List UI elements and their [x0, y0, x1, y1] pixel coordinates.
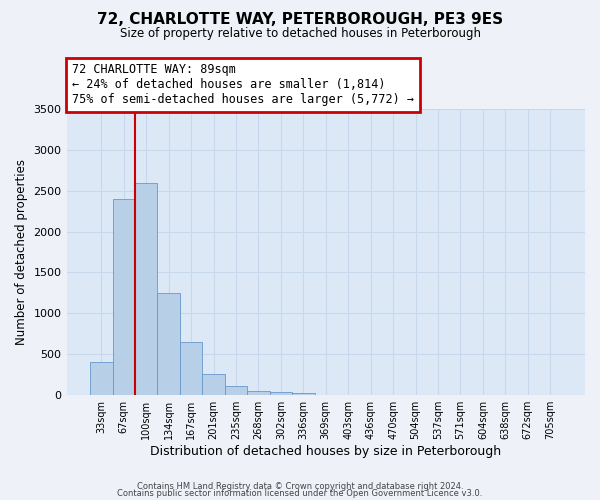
Text: 72, CHARLOTTE WAY, PETERBOROUGH, PE3 9ES: 72, CHARLOTTE WAY, PETERBOROUGH, PE3 9ES [97, 12, 503, 28]
Bar [225, 386, 247, 394]
Bar [202, 374, 225, 394]
Bar [269, 392, 292, 394]
Text: Contains HM Land Registry data © Crown copyright and database right 2024.: Contains HM Land Registry data © Crown c… [137, 482, 463, 491]
Bar [247, 390, 269, 394]
Bar [135, 182, 157, 394]
Bar [157, 293, 180, 394]
Text: Contains public sector information licensed under the Open Government Licence v3: Contains public sector information licen… [118, 490, 482, 498]
X-axis label: Distribution of detached houses by size in Peterborough: Distribution of detached houses by size … [150, 444, 502, 458]
Text: 72 CHARLOTTE WAY: 89sqm
← 24% of detached houses are smaller (1,814)
75% of semi: 72 CHARLOTTE WAY: 89sqm ← 24% of detache… [72, 64, 414, 106]
Bar [292, 393, 314, 394]
Bar [90, 362, 113, 394]
Bar [113, 199, 135, 394]
Y-axis label: Number of detached properties: Number of detached properties [15, 159, 28, 345]
Bar [180, 342, 202, 394]
Text: Size of property relative to detached houses in Peterborough: Size of property relative to detached ho… [119, 28, 481, 40]
